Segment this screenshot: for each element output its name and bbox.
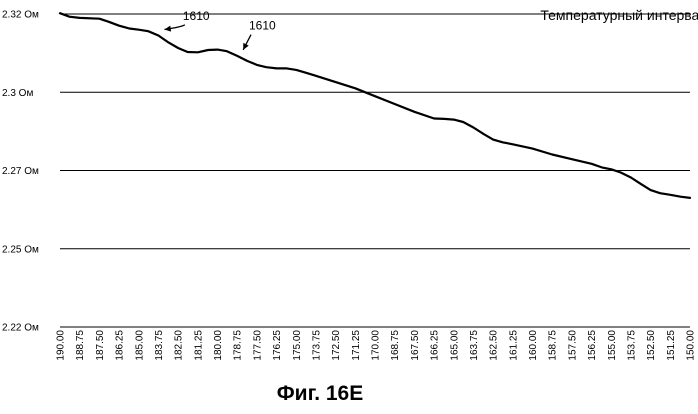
- x-axis-tick-labels: 190.00 188.75 187.50 186.25 185.00 183.75 182.…: [56, 330, 697, 361]
- x-tick-label: 176.25: [272, 330, 283, 361]
- y-tick-label: 2.27 Ом: [2, 166, 39, 177]
- x-tick-label: 178.75: [233, 330, 244, 361]
- reference-label: 1610: [183, 9, 210, 23]
- x-tick-label: 170.00: [371, 330, 382, 361]
- x-tick-label: 166.25: [430, 330, 441, 361]
- x-tick-label: 188.75: [75, 330, 86, 361]
- y-tick-label: 2.25 Ом: [2, 244, 39, 255]
- reference-label: 1610: [249, 19, 276, 33]
- grid-lines: [60, 13, 690, 328]
- x-tick-label: 180.00: [213, 330, 224, 361]
- x-tick-label: 190.00: [56, 330, 67, 361]
- arrow-head: [243, 42, 249, 50]
- x-tick-label: 158.75: [548, 330, 559, 361]
- annotations: 1610 1610 Температурный интервал = 150-190…: [164, 7, 698, 51]
- x-tick-label: 162.50: [489, 330, 500, 361]
- x-tick-label: 186.25: [115, 330, 126, 361]
- y-tick-label: 2.3 Ом: [2, 88, 33, 99]
- arrow-head: [164, 25, 172, 32]
- x-tick-label: 177.50: [252, 330, 263, 361]
- series-line: [58, 12, 692, 199]
- x-tick-label: 181.25: [193, 330, 204, 361]
- y-axis-tick-labels: 2.32 Ом 2.3 Ом 2.27 Ом 2.25 Ом 2.22 Ом: [2, 10, 39, 334]
- x-tick-label: 183.75: [154, 330, 165, 361]
- y-tick-label: 2.22 Ом: [2, 323, 39, 334]
- x-tick-label: 165.00: [449, 330, 460, 361]
- x-tick-label: 182.50: [174, 330, 185, 361]
- x-tick-label: 157.50: [567, 330, 578, 361]
- chart-note: Температурный интервал = 150-190K: [540, 7, 698, 23]
- y-tick-label: 2.32 Ом: [2, 10, 39, 21]
- x-tick-label: 168.75: [390, 330, 401, 361]
- x-tick-label: 155.00: [607, 330, 618, 361]
- x-tick-label: 163.75: [469, 330, 480, 361]
- x-tick-label: 153.75: [626, 330, 637, 361]
- figure-caption: Фиг. 16E: [277, 382, 364, 405]
- x-tick-label: 152.50: [646, 330, 657, 361]
- x-tick-label: 187.50: [95, 330, 106, 361]
- x-tick-label: 171.25: [351, 330, 362, 361]
- x-tick-label: 160.00: [528, 330, 539, 361]
- x-tick-label: 150.00: [686, 330, 697, 361]
- x-tick-label: 172.50: [331, 330, 342, 361]
- x-tick-label: 151.25: [666, 330, 677, 361]
- x-tick-label: 161.25: [508, 330, 519, 361]
- x-tick-label: 173.75: [311, 330, 322, 361]
- x-tick-label: 175.00: [292, 330, 303, 361]
- x-tick-label: 156.25: [587, 330, 598, 361]
- x-tick-label: 167.50: [410, 330, 421, 361]
- x-tick-label: 185.00: [134, 330, 145, 361]
